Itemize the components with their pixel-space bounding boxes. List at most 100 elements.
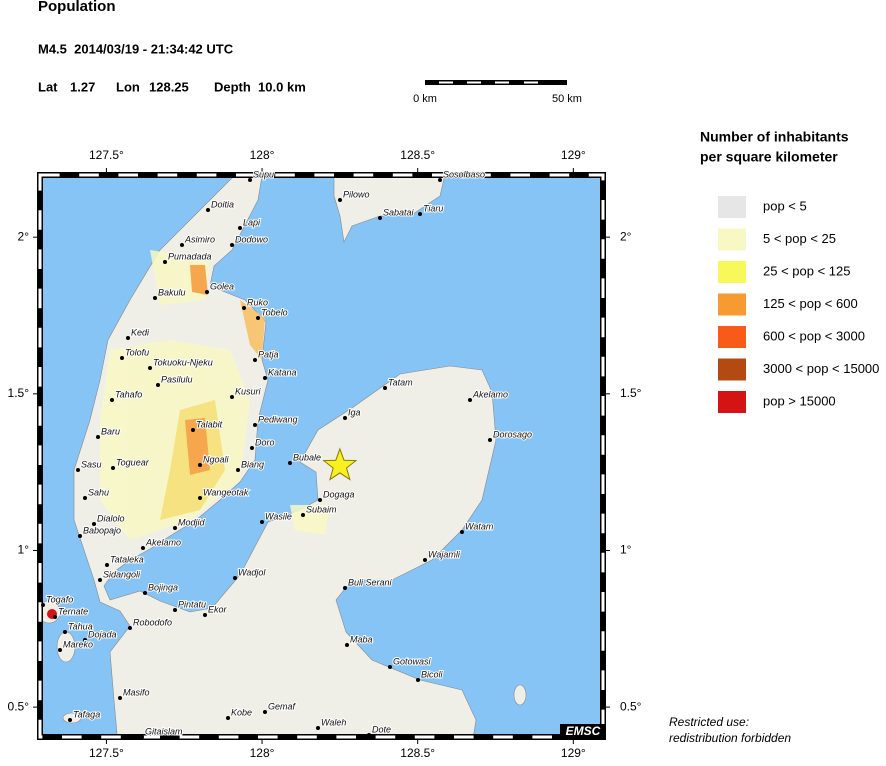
town-label: Bojinga [148,582,178,592]
town-label: Toguear [116,457,150,467]
town-dot [191,428,195,432]
town-label: Patja [258,349,279,359]
lon-tick-label: 128° [250,148,275,162]
town-label: Bicoli [421,669,444,679]
town-dot [488,438,492,442]
town-label: Dialolo [97,513,125,523]
map [37,172,606,740]
town-label: Baru [101,426,120,436]
town-dot [63,630,67,634]
lat: 1.27 [70,79,95,94]
event: M4.5 2014/03/19 - 21:34:42 UTC [38,41,234,56]
town-label: Gotowasi [393,656,432,666]
town-label: Dorosago [493,429,532,439]
legend-label: 25 < pop < 125 [763,263,850,278]
lat-tick-label: 1.5° [8,386,30,400]
town-label: Tolofu [125,347,149,357]
scale-end: 50 km [552,93,582,105]
town-label: Asimiro [184,234,215,244]
town-dot [173,526,177,530]
town-dot [343,586,347,590]
town-dot [163,260,167,264]
town-label: Bakulu [158,287,186,297]
town-dot [418,212,422,216]
town-label: Kedi [131,327,150,337]
town-label: Biang [241,459,264,469]
lat-tick-label: 0.5° [620,699,642,713]
town-label: Wadjol [238,567,266,577]
town-label: Ruko [247,297,268,307]
lon: 128.25 [149,79,189,94]
town-label: Kobe [231,707,252,717]
lat-label: Lat [38,79,58,94]
town-label: Tafaga [73,709,100,719]
town-label: Golea [210,281,234,291]
town-label: Gitaislam [145,726,183,736]
lon-tick-label: 128° [250,746,275,760]
town-dot [345,643,349,647]
lon-tick-label: 129° [561,148,586,162]
town-label: Tokuoku-Njeku [153,357,213,367]
legend-label: 5 < pop < 25 [763,231,836,246]
town-dot [338,198,342,202]
legend-swatch [718,326,746,348]
town-dot [198,496,202,500]
town-dot [263,710,267,714]
town-label: Iga [348,407,361,417]
epicenter [322,447,358,481]
town-dot [383,386,387,390]
town-label: Dojada [88,629,117,639]
town-dot [423,558,427,562]
town-label: Robodofo [133,617,172,627]
town-dot [318,498,322,502]
town-label: Sabatai [383,207,415,217]
lat-tick-label: 1.5° [620,386,642,400]
town-dot [301,513,305,517]
town-dot [230,243,234,247]
town-dot [263,376,267,380]
town-dot [92,522,96,526]
town-label: Buli Serani [348,577,393,587]
lat-tick-label: 1° [620,543,632,557]
town-dot [438,178,442,182]
title: Population [38,0,116,15]
lon-label: Lon [116,79,140,94]
town-label: Sosolbaso [443,169,485,179]
town-dot [250,446,254,450]
town-dot [238,226,242,230]
town-dot [120,356,124,360]
town-label: Pediwang [258,414,298,424]
town-label: Dote [372,724,391,734]
town-label: Supu [253,169,274,179]
town-dot [242,306,246,310]
town-dot [156,383,160,387]
town-label: Wajamli [428,549,461,559]
town-dot [41,603,45,607]
lat-tick-label: 2° [18,229,30,243]
town-label: Pilowo [343,189,370,199]
town-dot [378,216,382,220]
town-dot [367,733,371,737]
town-label: Babopajo [83,525,121,535]
town-dot [78,534,82,538]
town-dot [226,716,230,720]
town-dot [343,416,347,420]
depth: Depth 10.0 km [214,79,306,94]
town-label: Pasilulu [161,374,193,384]
lon-tick-label: 128.5° [400,148,435,162]
town-dot [316,726,320,730]
town-dot [83,638,87,642]
town-label: Ngoali [203,454,230,464]
legend-swatch [718,228,746,251]
town-dot [233,576,237,580]
town-label: Bubale [293,452,321,462]
badge-bg [560,724,606,740]
town-label: Lapi [243,217,261,227]
town-label: Sidangoli [103,569,141,579]
legend-label: pop > 15000 [763,393,836,408]
town-label: Pumadada [168,251,212,261]
legend-swatch [718,196,746,218]
town-dot [83,496,87,500]
town-dot [468,398,472,402]
